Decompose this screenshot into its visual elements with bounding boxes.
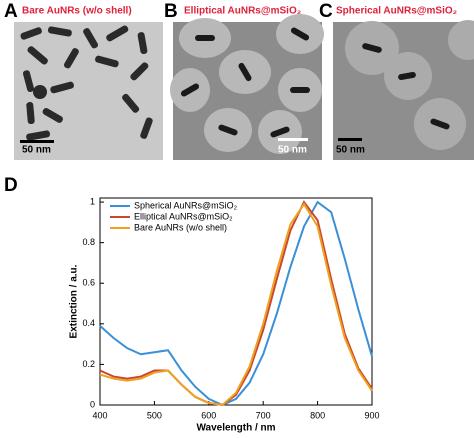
panel-label: B	[164, 1, 178, 22]
scale-bar-label: 50 nm	[22, 145, 51, 156]
x-tick-label: 500	[147, 410, 162, 420]
x-tick-label: 700	[256, 410, 271, 420]
plot-frame	[99, 197, 373, 406]
series-line	[99, 202, 373, 407]
series-line	[99, 200, 373, 407]
panel-title: Bare AuNRs (w/o shell)	[22, 6, 132, 17]
scale-bar-label: 50 nm	[336, 145, 365, 156]
panel-title: Spherical AuNRs@mSiO₂	[336, 6, 457, 17]
scale-bar-label: 50 nm	[278, 145, 307, 156]
y-tick-label: 0.6	[82, 278, 95, 288]
panel-title: Elliptical AuNRs@mSiO₂	[184, 6, 301, 17]
y-tick-label: 0.4	[82, 318, 95, 328]
y-tick-label: 0.2	[82, 359, 95, 369]
panel-label: C	[319, 1, 333, 22]
x-tick-label: 600	[201, 410, 216, 420]
panel-label: A	[4, 1, 18, 22]
y-tick-label: 1	[90, 196, 95, 206]
y-tick-label: 0.8	[82, 237, 95, 247]
y-tick-label: 0	[90, 399, 95, 409]
legend-label: Elliptical AuNRs@mSiO₂	[134, 211, 233, 221]
x-axis-label: Wavelength / nm	[196, 423, 275, 434]
tem-image-b	[170, 14, 324, 160]
y-axis-label: Extinction / a.u.	[69, 264, 80, 338]
legend-label: Spherical AuNRs@mSiO₂	[134, 200, 238, 210]
tem-image-c	[333, 20, 474, 160]
tem-image-a	[14, 22, 163, 160]
x-tick-label: 400	[92, 410, 107, 420]
legend-label: Bare AuNRs (w/o shell)	[134, 222, 227, 232]
x-tick-label: 800	[310, 410, 325, 420]
panel-label: D	[4, 175, 18, 196]
series-line	[99, 200, 373, 407]
x-tick-label: 900	[364, 410, 379, 420]
